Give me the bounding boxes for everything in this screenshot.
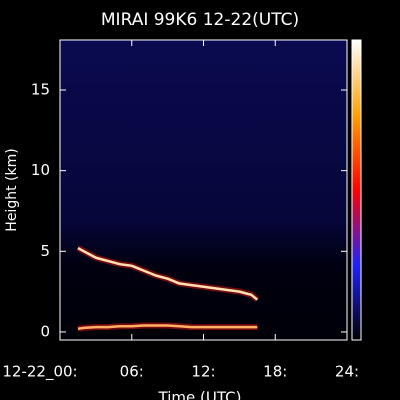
y-tick-label: 0 — [40, 322, 50, 340]
x-tick-label: 24: — [335, 363, 359, 381]
x-tick-label: 18: — [263, 363, 287, 381]
chart-title: MIRAI 99K6 12-22(UTC) — [101, 10, 299, 30]
x-tick-label: 06: — [120, 363, 144, 381]
y-axis-label: Height (km) — [4, 148, 20, 231]
layer-line — [77, 246, 259, 301]
plot-background — [60, 40, 347, 340]
y-tick-label: 10 — [31, 161, 50, 179]
x-tick-label: 12: — [191, 363, 215, 381]
x-axis-label: Time (UTC) — [158, 389, 242, 400]
x-tick-label: 12-22_00: — [2, 363, 77, 382]
y-tick-label: 5 — [40, 242, 50, 260]
marks — [76, 245, 260, 332]
colorbar — [351, 39, 362, 341]
layer-line — [77, 324, 258, 330]
y-tick-label: 15 — [31, 81, 50, 99]
